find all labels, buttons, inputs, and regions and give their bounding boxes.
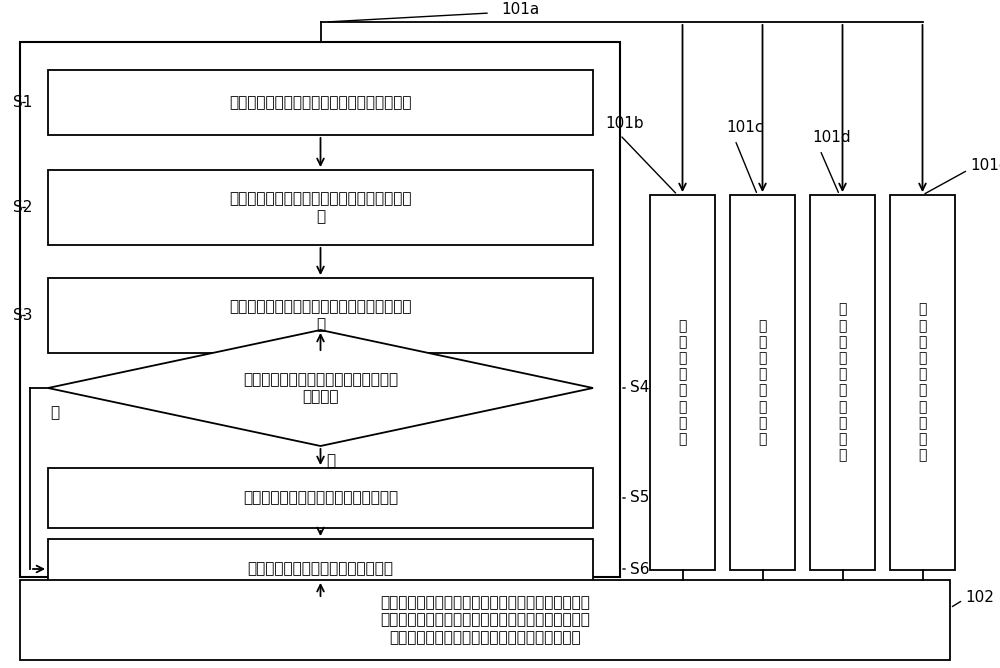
- Text: 是: 是: [326, 454, 335, 468]
- Bar: [48, 539, 593, 599]
- Text: S5: S5: [630, 490, 649, 506]
- Text: S2: S2: [13, 200, 32, 215]
- Text: 将采集到的肤色状况信息，肤质弹性信息，皮肤水润
信息和色泽光泽度信息与预置指标区间进行比对，并
结合气血状况信息，确定肤质区域整体肤质状况: 将采集到的肤色状况信息，肤质弹性信息，皮肤水润 信息和色泽光泽度信息与预置指标区…: [380, 595, 590, 645]
- Text: 根据血液情况生成相对应的肤质区域的成像图
像: 根据血液情况生成相对应的肤质区域的成像图 像: [229, 191, 412, 224]
- Text: 将判断血流分布信息的判断结果保存: 将判断血流分布信息的判断结果保存: [248, 562, 394, 576]
- Text: S3: S3: [13, 308, 32, 323]
- Text: 通过成像图像分析出与之相对应的血流分布信
息: 通过成像图像分析出与之相对应的血流分布信 息: [229, 299, 412, 332]
- Text: S1: S1: [13, 95, 32, 110]
- Text: 肤
色
信
息
采
集
步
骤: 肤 色 信 息 采 集 步 骤: [678, 319, 687, 446]
- Text: 101d: 101d: [813, 130, 851, 146]
- Text: 判断血流分布信息是否属于预置血流信
息范围内: 判断血流分布信息是否属于预置血流信 息范围内: [243, 372, 398, 404]
- Text: 101b: 101b: [606, 116, 644, 130]
- Bar: [48, 170, 593, 245]
- Text: 肤
质
信
息
采
集
步
骤: 肤 质 信 息 采 集 步 骤: [758, 319, 767, 446]
- Text: 101c: 101c: [726, 120, 764, 134]
- Bar: [20, 42, 620, 577]
- Bar: [810, 195, 875, 570]
- Bar: [48, 468, 593, 528]
- Text: 确定肤质区域的气血状况信息属于正常: 确定肤质区域的气血状况信息属于正常: [243, 490, 398, 506]
- Text: 101e: 101e: [970, 158, 1000, 172]
- Text: 否: 否: [50, 405, 60, 420]
- Text: S6: S6: [630, 562, 650, 576]
- Text: 皮
肤
光
泽
信
息
采
集
步
骤: 皮 肤 光 泽 信 息 采 集 步 骤: [918, 303, 927, 462]
- Text: 102: 102: [965, 591, 994, 605]
- Polygon shape: [48, 330, 593, 446]
- Bar: [48, 70, 593, 135]
- Text: 101a: 101a: [501, 3, 539, 17]
- Bar: [48, 278, 593, 353]
- Bar: [20, 580, 950, 660]
- Text: 通过探测装置对肤质区域的血液情况进行采集: 通过探测装置对肤质区域的血液情况进行采集: [229, 95, 412, 110]
- Text: S4: S4: [630, 381, 649, 395]
- Bar: [650, 195, 715, 570]
- Bar: [890, 195, 955, 570]
- Bar: [730, 195, 795, 570]
- Text: 皮
肤
水
润
信
息
采
集
步
骤: 皮 肤 水 润 信 息 采 集 步 骤: [838, 303, 847, 462]
